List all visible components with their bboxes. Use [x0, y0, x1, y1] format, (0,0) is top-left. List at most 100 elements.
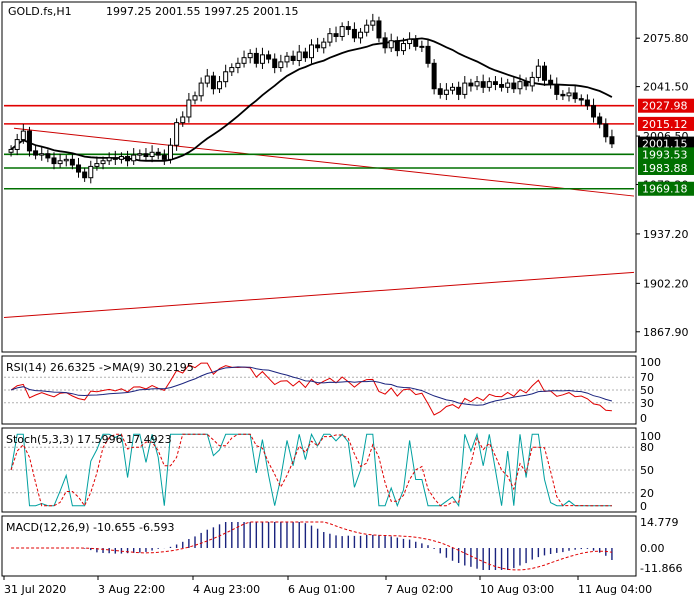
rsi-title: RSI(14) 26.6325 ->MA(9) 30.2195: [6, 361, 194, 374]
candle: [548, 74, 554, 89]
macd-panel-frame: [1, 515, 637, 577]
macd-tick-label: -11.866: [640, 562, 682, 575]
candle-bull: [192, 95, 198, 101]
candle-bull: [174, 122, 180, 146]
candle: [125, 150, 131, 167]
candle-bear: [437, 88, 443, 95]
candle: [456, 81, 462, 101]
price-label-box: [638, 136, 694, 151]
candle-bear: [382, 37, 388, 49]
price-label-support: 1983.88: [638, 160, 694, 175]
candle: [259, 47, 265, 69]
candle: [174, 118, 180, 151]
rsi-line: [10, 362, 612, 416]
candle-bear: [511, 82, 517, 90]
candle: [339, 22, 345, 41]
candle-bear: [345, 26, 351, 30]
candle-bull: [217, 81, 223, 90]
candle-bull: [566, 92, 572, 97]
candle-bear: [492, 81, 498, 85]
candle: [572, 85, 578, 103]
candle: [505, 78, 511, 93]
candle: [443, 83, 449, 101]
candle-bear: [26, 130, 32, 152]
candle-bear: [302, 51, 308, 59]
macd-indicator[interactable]: 14.779 0.00 -11.866: [11, 516, 682, 575]
candle: [597, 112, 603, 129]
macd-signal-line: [11, 521, 612, 571]
candle: [94, 156, 100, 171]
candle-bull: [106, 157, 112, 162]
candle-bear: [597, 116, 603, 125]
candle-bear: [480, 81, 486, 88]
stoch-tick-label: 100: [640, 430, 661, 443]
candle: [284, 52, 290, 68]
candle-bull: [198, 82, 204, 97]
candle: [413, 35, 419, 51]
candle-bull: [235, 62, 241, 69]
time-label: 10 Aug 03:00: [480, 583, 554, 596]
candle-bear: [351, 28, 357, 39]
candle: [88, 160, 94, 184]
candle-bear: [33, 150, 39, 156]
macd-tick-label: 0.00: [640, 542, 665, 555]
candle: [321, 37, 327, 54]
candle-bull: [167, 144, 173, 160]
stoch-main-line: [10, 432, 612, 508]
candle-bull: [88, 165, 94, 179]
candle: [210, 71, 216, 95]
candle: [499, 77, 505, 92]
candle: [578, 94, 584, 106]
candle-bear: [523, 81, 529, 87]
candle-bull: [57, 160, 63, 165]
price-label-text: 1969.18: [642, 183, 688, 196]
candle-bull: [505, 82, 511, 88]
candle: [137, 149, 143, 161]
candle-bear: [431, 62, 437, 90]
candle: [100, 156, 106, 170]
candle-bull: [100, 160, 106, 165]
candle: [584, 94, 590, 110]
candle: [143, 148, 149, 161]
candle-bull: [278, 61, 284, 69]
candle-bull: [20, 130, 26, 141]
candle-bull: [321, 41, 327, 49]
price-label-box: [638, 98, 694, 113]
candle-bull: [14, 139, 20, 150]
rsi-tick-label: 30: [640, 397, 654, 410]
candle-bear: [603, 123, 609, 138]
candle: [419, 40, 425, 53]
candle: [437, 83, 443, 99]
candle: [591, 98, 597, 123]
candle: [327, 28, 333, 47]
candle-bull: [486, 81, 492, 88]
candle: [609, 129, 615, 149]
candle: [235, 57, 241, 74]
stoch-tick-label: 20: [640, 487, 654, 500]
candle: [51, 152, 57, 170]
macd-tick-label: 14.779: [640, 516, 679, 529]
candle-bull: [388, 40, 394, 49]
main-chart[interactable]: [3, 13, 635, 319]
price-label-box: [638, 116, 694, 131]
candle-bear: [253, 52, 259, 64]
candle-bull: [517, 81, 523, 90]
candle-bear: [51, 157, 57, 165]
candle: [8, 145, 14, 157]
candle-bull: [8, 148, 14, 153]
candle: [492, 76, 498, 91]
candle-bear: [290, 55, 296, 61]
candle: [69, 153, 75, 170]
candle-bull: [284, 55, 290, 63]
price-tick-label: 2041.50: [643, 81, 689, 94]
price-tick-label: 1902.20: [643, 277, 689, 290]
candle: [358, 28, 364, 44]
candle: [217, 76, 223, 93]
candle: [167, 138, 173, 164]
candle: [382, 32, 388, 54]
time-label: 7 Aug 02:00: [386, 583, 453, 596]
candle: [400, 37, 406, 55]
